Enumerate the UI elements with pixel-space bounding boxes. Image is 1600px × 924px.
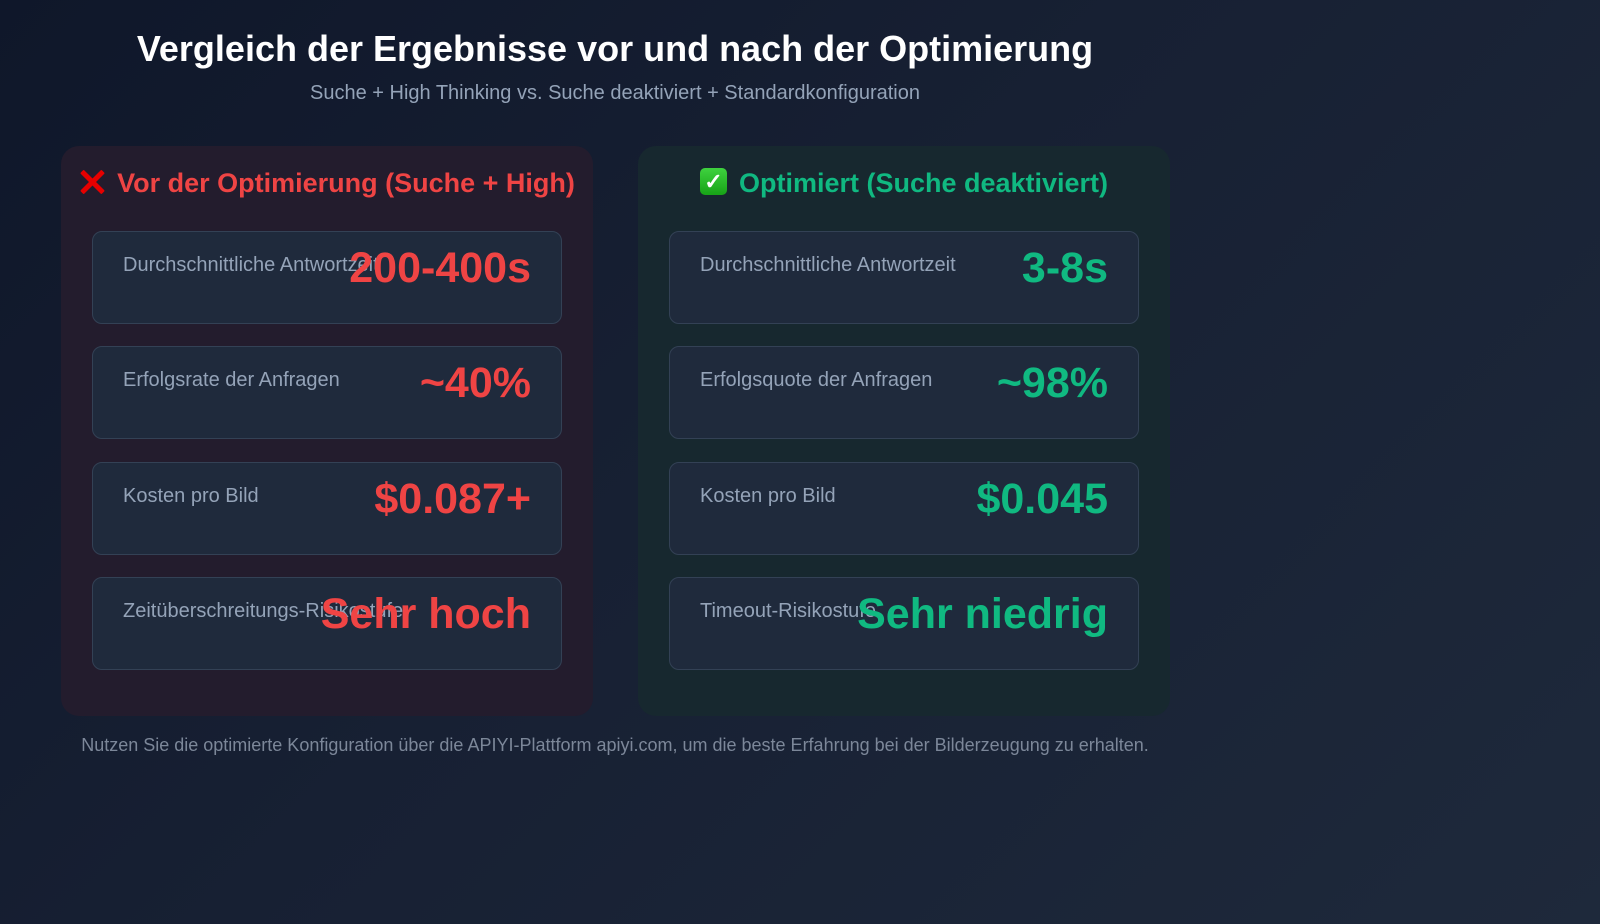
metric-value: $0.087+ xyxy=(374,475,531,523)
metric-value: Sehr hoch xyxy=(320,590,531,638)
metric-card-success-rate: Erfolgsquote der Anfragen ~98% xyxy=(669,346,1139,439)
metric-value: 200-400s xyxy=(349,244,531,292)
metric-card-success-rate: Erfolgsrate der Anfragen ~40% xyxy=(92,346,562,439)
metric-label: Erfolgsquote der Anfragen xyxy=(700,369,933,391)
metric-label: Durchschnittliche Antwortzeit xyxy=(123,254,379,276)
metric-value: $0.045 xyxy=(976,475,1108,523)
metric-label: Kosten pro Bild xyxy=(700,485,836,507)
footer-note: Nutzen Sie die optimierte Konfiguration … xyxy=(81,735,1149,755)
check-mark-icon: ✓ xyxy=(699,168,727,196)
metric-value: ~98% xyxy=(996,359,1108,407)
page-subtitle: Suche + High Thinking vs. Suche deaktivi… xyxy=(310,82,920,104)
metric-label: Erfolgsrate der Anfragen xyxy=(123,369,340,391)
metric-card-cost-per-image: Kosten pro Bild $0.045 xyxy=(669,462,1139,555)
metric-card-timeout-risk: Zeitüberschreitungs-Risikostufe Sehr hoc… xyxy=(92,577,562,670)
metric-value: Sehr niedrig xyxy=(857,590,1108,638)
cross-mark-icon xyxy=(79,169,105,195)
metric-value: ~40% xyxy=(419,359,531,407)
before-panel-heading: Vor der Optimierung (Suche + High) xyxy=(61,168,593,199)
after-optimization-panel: ✓ Optimiert (Suche deaktiviert) Durchschn… xyxy=(638,146,1170,716)
before-heading-text: Vor der Optimierung (Suche + High) xyxy=(117,168,575,198)
metric-card-response-time: Durchschnittliche Antwortzeit 200-400s xyxy=(92,231,562,324)
after-heading-text: Optimiert (Suche deaktiviert) xyxy=(738,168,1109,198)
metric-label: Kosten pro Bild xyxy=(123,485,259,507)
metric-card-timeout-risk: Timeout-Risikostufe Sehr niedrig xyxy=(669,577,1139,670)
metric-label: Timeout-Risikostufe xyxy=(700,600,876,622)
metric-label: Zeitüberschreitungs-Risikostufe xyxy=(123,600,404,622)
metric-label: Durchschnittliche Antwortzeit xyxy=(700,254,956,276)
metric-value: 3-8s xyxy=(1021,244,1108,292)
metric-card-cost-per-image: Kosten pro Bild $0.087+ xyxy=(92,462,562,555)
after-panel-heading: ✓ Optimiert (Suche deaktiviert) xyxy=(638,168,1170,199)
page-title: Vergleich der Ergebnisse vor und nach de… xyxy=(136,28,1094,69)
before-optimization-panel: Vor der Optimierung (Suche + High) Durch… xyxy=(61,146,593,716)
metric-card-response-time: Durchschnittliche Antwortzeit 3-8s xyxy=(669,231,1139,324)
